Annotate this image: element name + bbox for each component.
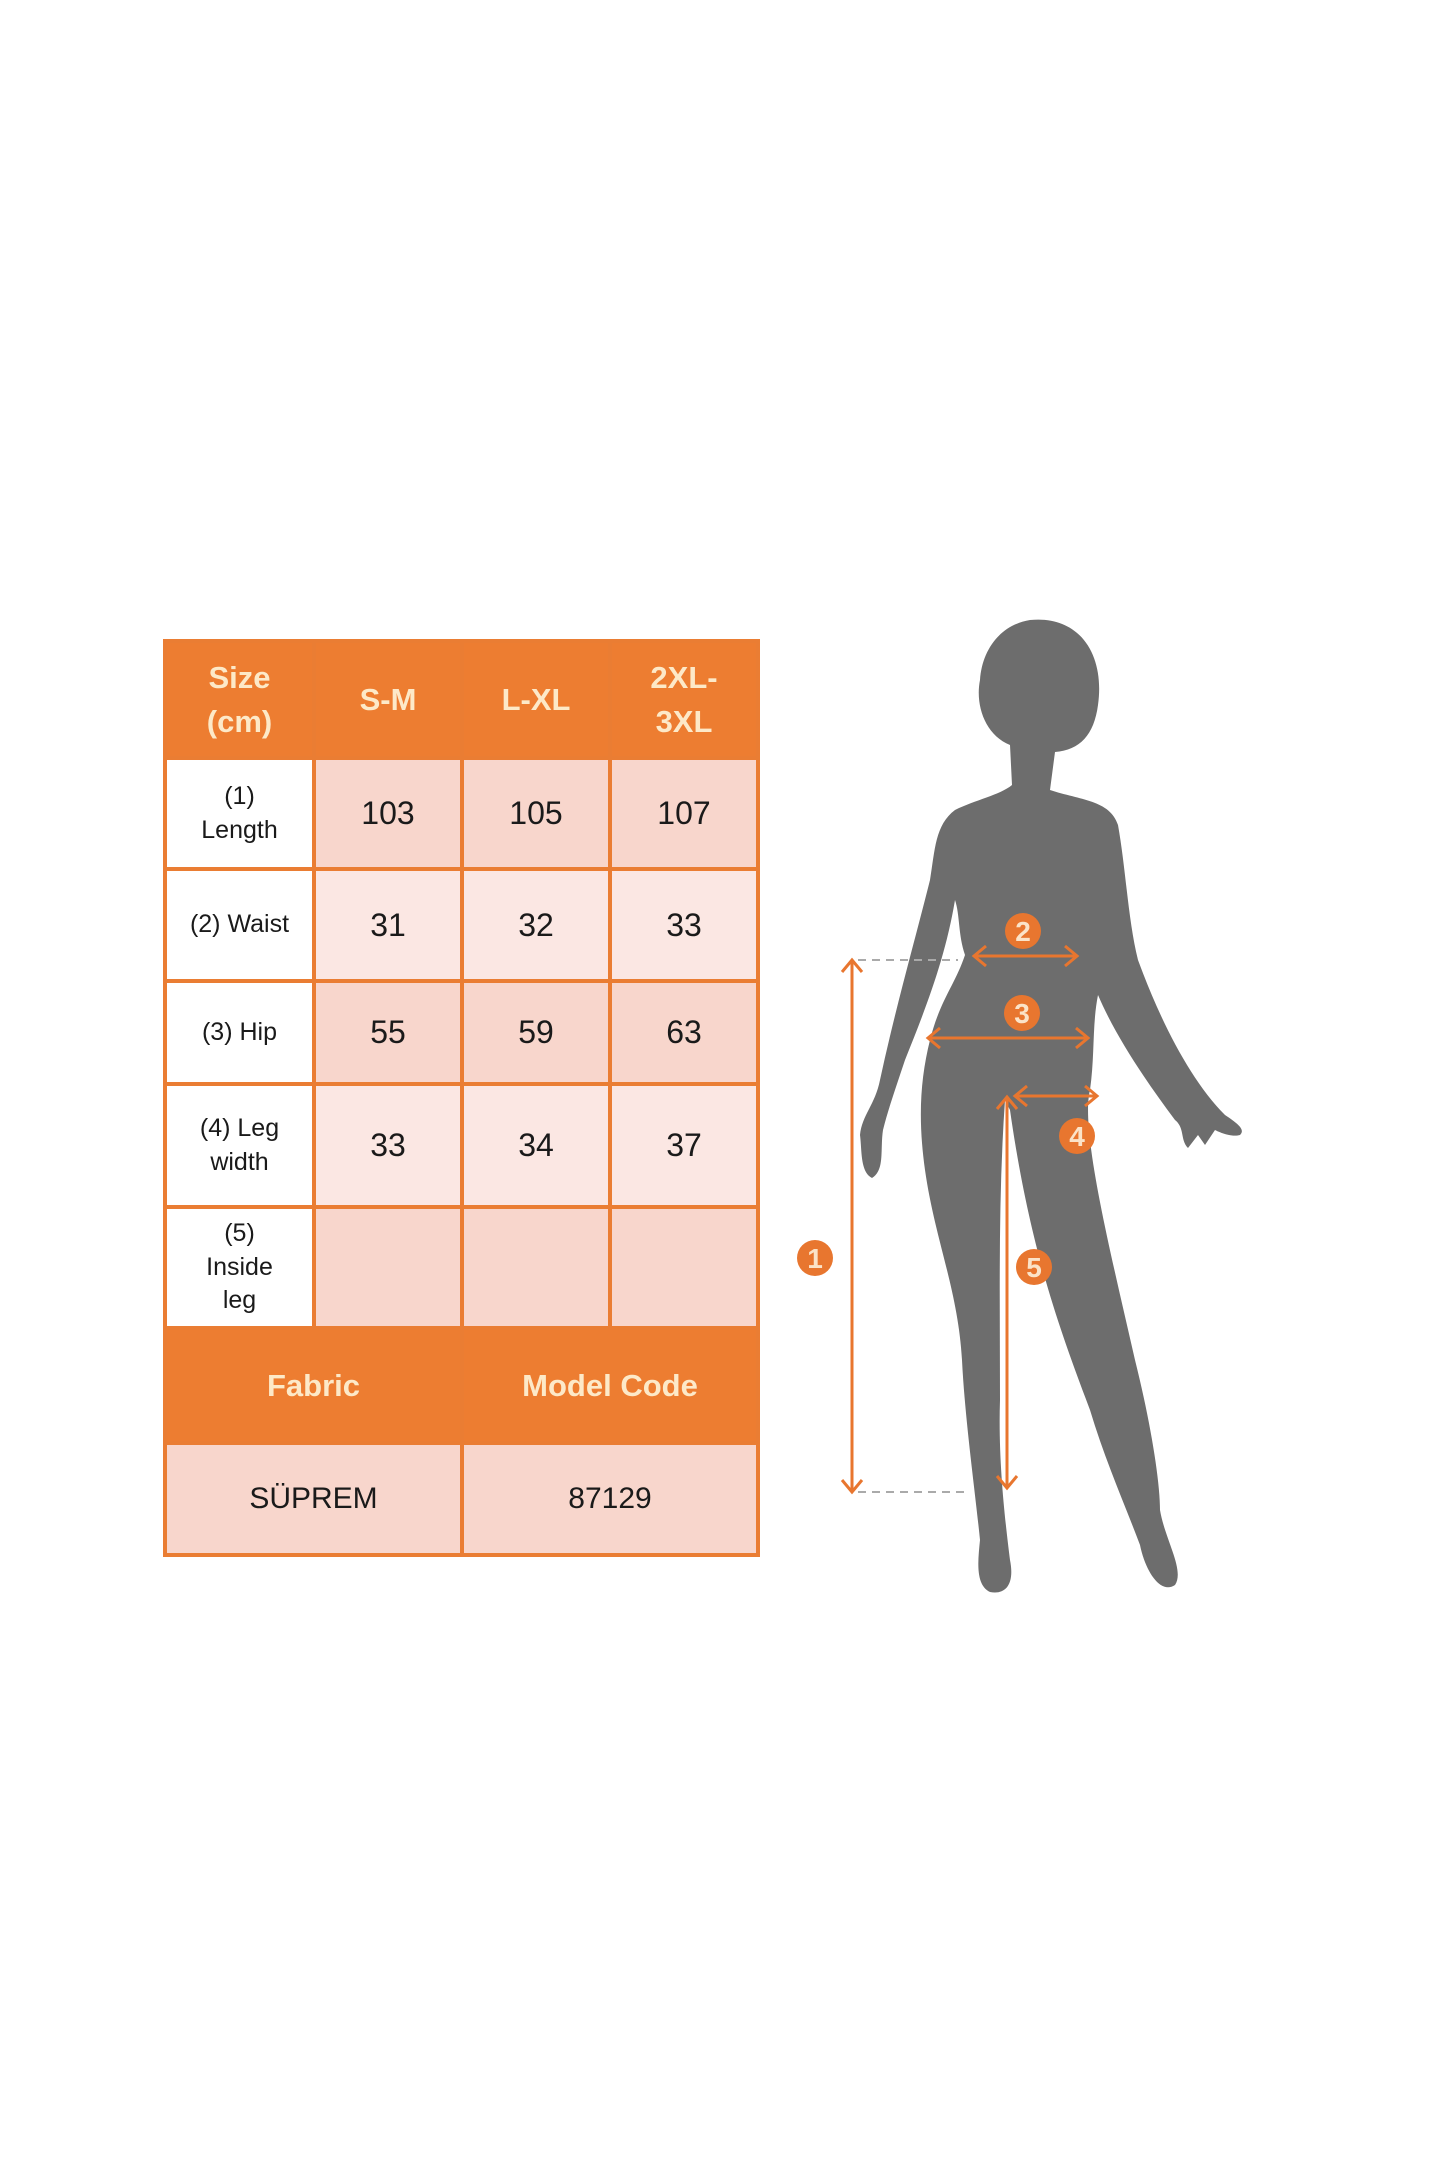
- header-s-m: S-M: [312, 639, 464, 760]
- table-row: (1) Length 103 105 107: [163, 756, 760, 871]
- svg-text:5: 5: [1026, 1252, 1042, 1283]
- cell: 33: [312, 1082, 464, 1209]
- svg-text:4: 4: [1069, 1121, 1085, 1152]
- row-label: (5) Inside leg: [163, 1205, 316, 1330]
- svg-text:2: 2: [1015, 916, 1031, 947]
- cell: 37: [608, 1082, 760, 1209]
- cell: [608, 1205, 760, 1330]
- size-chart-table: Size (cm) S-M L-XL 2XL- 3XL (1) Length 103 …: [163, 639, 760, 1557]
- cell: 32: [460, 867, 612, 983]
- marker-5: 5: [1016, 1249, 1052, 1285]
- label-line: (4) Leg: [199, 1113, 280, 1142]
- table-row: (4) Leg width 33 34 37: [163, 1082, 760, 1209]
- table-row: (5) Inside leg: [163, 1205, 760, 1330]
- cell: [312, 1205, 464, 1330]
- header-model-code: Model Code: [460, 1326, 760, 1445]
- table-row: (3) Hip 55 59 63: [163, 979, 760, 1086]
- row-label: (2) Waist: [163, 867, 316, 983]
- footer-header-row: Fabric Model Code: [163, 1326, 760, 1445]
- svg-text:3: 3: [1014, 998, 1030, 1029]
- footer-value-row: SÜPREM 87129: [163, 1441, 760, 1557]
- cell: 59: [460, 979, 612, 1086]
- cell: [460, 1205, 612, 1330]
- header-2xl-3xl: 2XL- 3XL: [608, 639, 760, 760]
- svg-text:1: 1: [807, 1243, 823, 1274]
- header-line: Size: [208, 660, 271, 696]
- cell: 107: [608, 756, 760, 871]
- header-line: 2XL-: [650, 660, 718, 696]
- cell: 103: [312, 756, 464, 871]
- header-line: 3XL: [655, 703, 713, 739]
- fabric-value: SÜPREM: [163, 1441, 464, 1557]
- table-header-row: Size (cm) S-M L-XL 2XL- 3XL: [163, 639, 760, 760]
- marker-1: 1: [797, 1240, 833, 1276]
- label-line: width: [210, 1147, 269, 1176]
- cell: 55: [312, 979, 464, 1086]
- label-line: Inside: [206, 1252, 273, 1281]
- marker-3: 3: [1004, 995, 1040, 1031]
- header-line: (cm): [206, 703, 273, 739]
- marker-4: 4: [1059, 1118, 1095, 1154]
- measurement-arrows: [840, 944, 1100, 1495]
- header-size: Size (cm): [163, 639, 316, 760]
- female-silhouette-icon: [860, 619, 1242, 1593]
- cell: 31: [312, 867, 464, 983]
- header-fabric: Fabric: [163, 1326, 464, 1445]
- label-line: Length: [201, 815, 278, 844]
- measurement-markers: 1 2 3 4 5: [797, 913, 1095, 1285]
- label-line: (5): [224, 1218, 255, 1247]
- cell: 34: [460, 1082, 612, 1209]
- model-code-value: 87129: [460, 1441, 760, 1557]
- row-label: (3) Hip: [163, 979, 316, 1086]
- row-label: (1) Length: [163, 756, 316, 871]
- row-label: (4) Leg width: [163, 1082, 316, 1209]
- label-line: leg: [222, 1286, 257, 1315]
- marker-2: 2: [1005, 913, 1041, 949]
- label-line: (1): [224, 781, 255, 810]
- cell: 105: [460, 756, 612, 871]
- cell: 33: [608, 867, 760, 983]
- header-l-xl: L-XL: [460, 639, 612, 760]
- cell: 63: [608, 979, 760, 1086]
- table-row: (2) Waist 31 32 33: [163, 867, 760, 983]
- guide-lines: [858, 959, 968, 1493]
